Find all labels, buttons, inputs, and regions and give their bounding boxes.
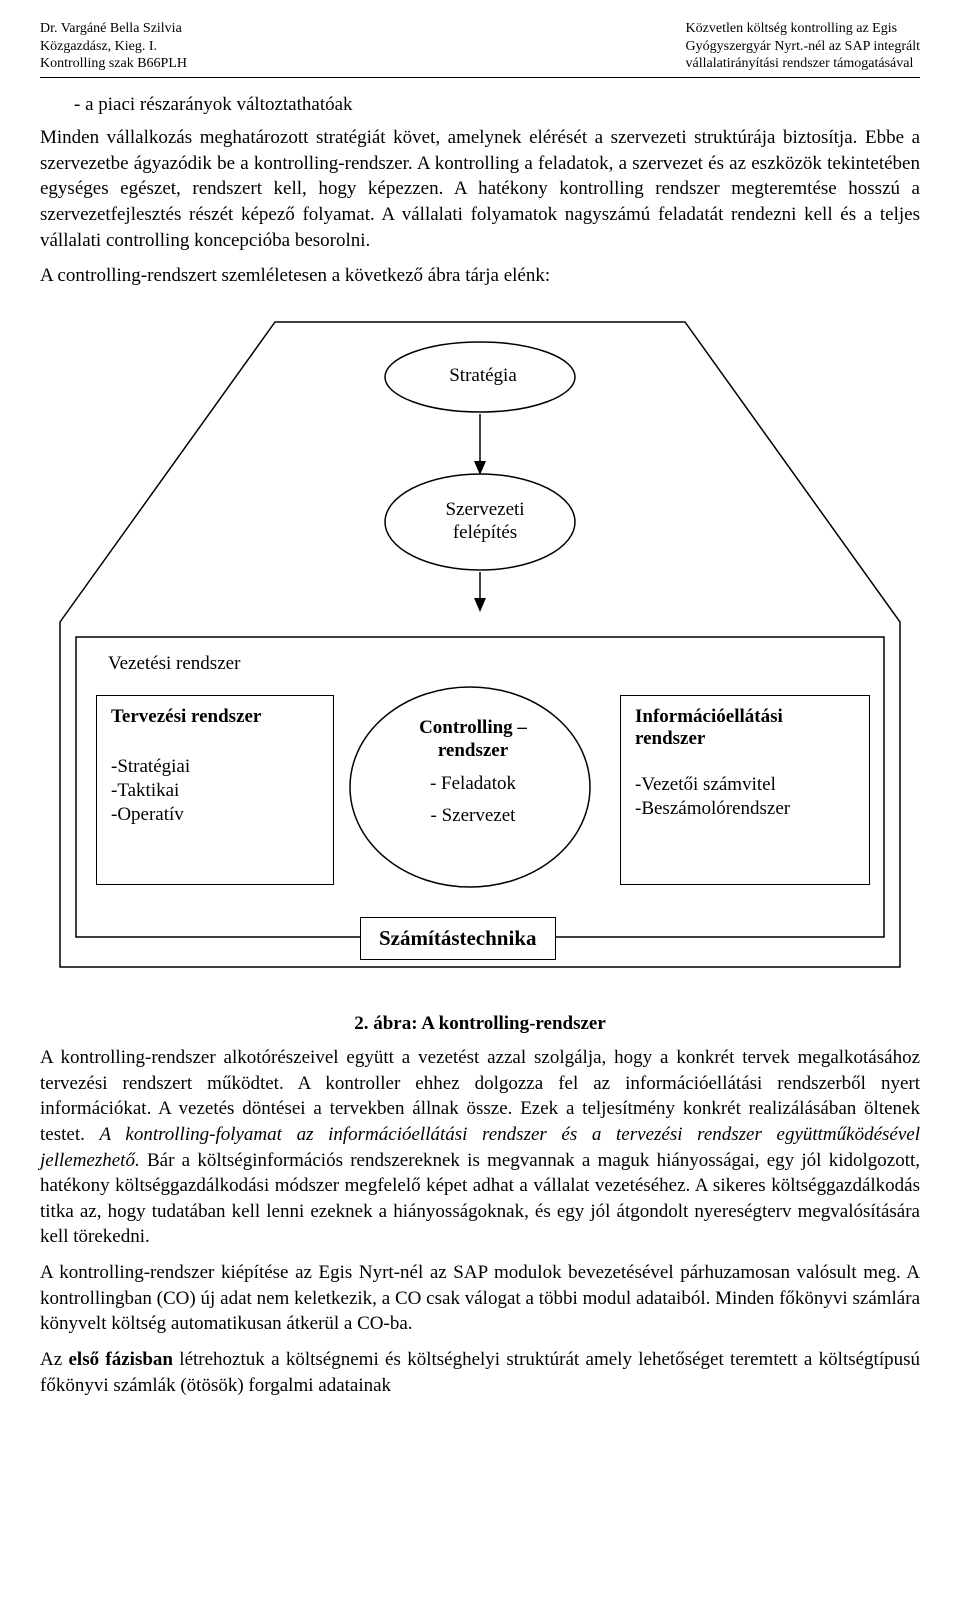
info-box: Információellátási rendszer -Vezetői szá… (620, 695, 870, 885)
it-box: Számítástechnika (360, 917, 556, 960)
planning-line-2: -Taktikai (111, 780, 319, 802)
info-title-2: rendszer (635, 728, 855, 750)
controlling-ellipse (350, 687, 590, 887)
paragraph-2: A controlling-rendszert szemléletesen a … (40, 263, 920, 289)
header-role: Közgazdász, Kieg. I. (40, 38, 187, 56)
paragraph-4: A kontrolling-rendszer kiépítése az Egis… (40, 1260, 920, 1337)
header-right: Közvetlen költség kontrolling az Egis Gy… (686, 20, 920, 73)
header-title-1: Közvetlen költség kontrolling az Egis (686, 20, 920, 38)
header-left: Dr. Vargáné Bella Szilvia Közgazdász, Ki… (40, 20, 187, 73)
info-line-2: -Beszámolórendszer (635, 798, 855, 820)
paragraph-1: Minden vállalkozás meghatározott stratég… (40, 125, 920, 253)
header-title-2: Gyógyszergyár Nyrt.-nél az SAP integrált (686, 38, 920, 56)
info-line-1: -Vezetői számvitel (635, 774, 855, 796)
header-author: Dr. Vargáné Bella Szilvia (40, 20, 187, 38)
para5-c: létrehoztuk a költségnemi és költséghely… (40, 1349, 920, 1396)
planning-title: Tervezési rendszer (111, 706, 319, 728)
para5-a: Az (40, 1349, 68, 1370)
header-course: Kontrolling szak B66PLH (40, 55, 187, 73)
planning-line-1: -Stratégiai (111, 756, 319, 778)
paragraph-3: A kontrolling-rendszer alkotórészeivel e… (40, 1045, 920, 1250)
para3-part-b: Bár a költséginformációs rendszereknek i… (40, 1150, 920, 1248)
page: Dr. Vargáné Bella Szilvia Közgazdász, Ki… (0, 0, 960, 1448)
bullet-line: - a piaci részarányok változtathatóak (74, 92, 920, 118)
paragraph-5: Az első fázisban létrehoztuk a költségne… (40, 1347, 920, 1398)
arrow-1-head (474, 461, 486, 475)
strategy-ellipse (385, 342, 575, 412)
orgstructure-ellipse (385, 474, 575, 570)
planning-line-3: -Operatív (111, 804, 319, 826)
management-label: Vezetési rendszer (108, 653, 240, 675)
header: Dr. Vargáné Bella Szilvia Közgazdász, Ki… (40, 20, 920, 78)
header-title-3: vállalatirányítási rendszer támogatásáva… (686, 55, 920, 73)
diagram-figure: Stratégia Szervezeti felépítés Vezetési … (40, 307, 920, 1007)
planning-box: Tervezési rendszer -Stratégiai -Taktikai… (96, 695, 334, 885)
arrow-2-head (474, 598, 486, 612)
para5-bold: első fázisban (68, 1349, 173, 1370)
figure-caption: 2. ábra: A kontrolling-rendszer (40, 1013, 920, 1035)
info-title-1: Információellátási (635, 706, 855, 728)
